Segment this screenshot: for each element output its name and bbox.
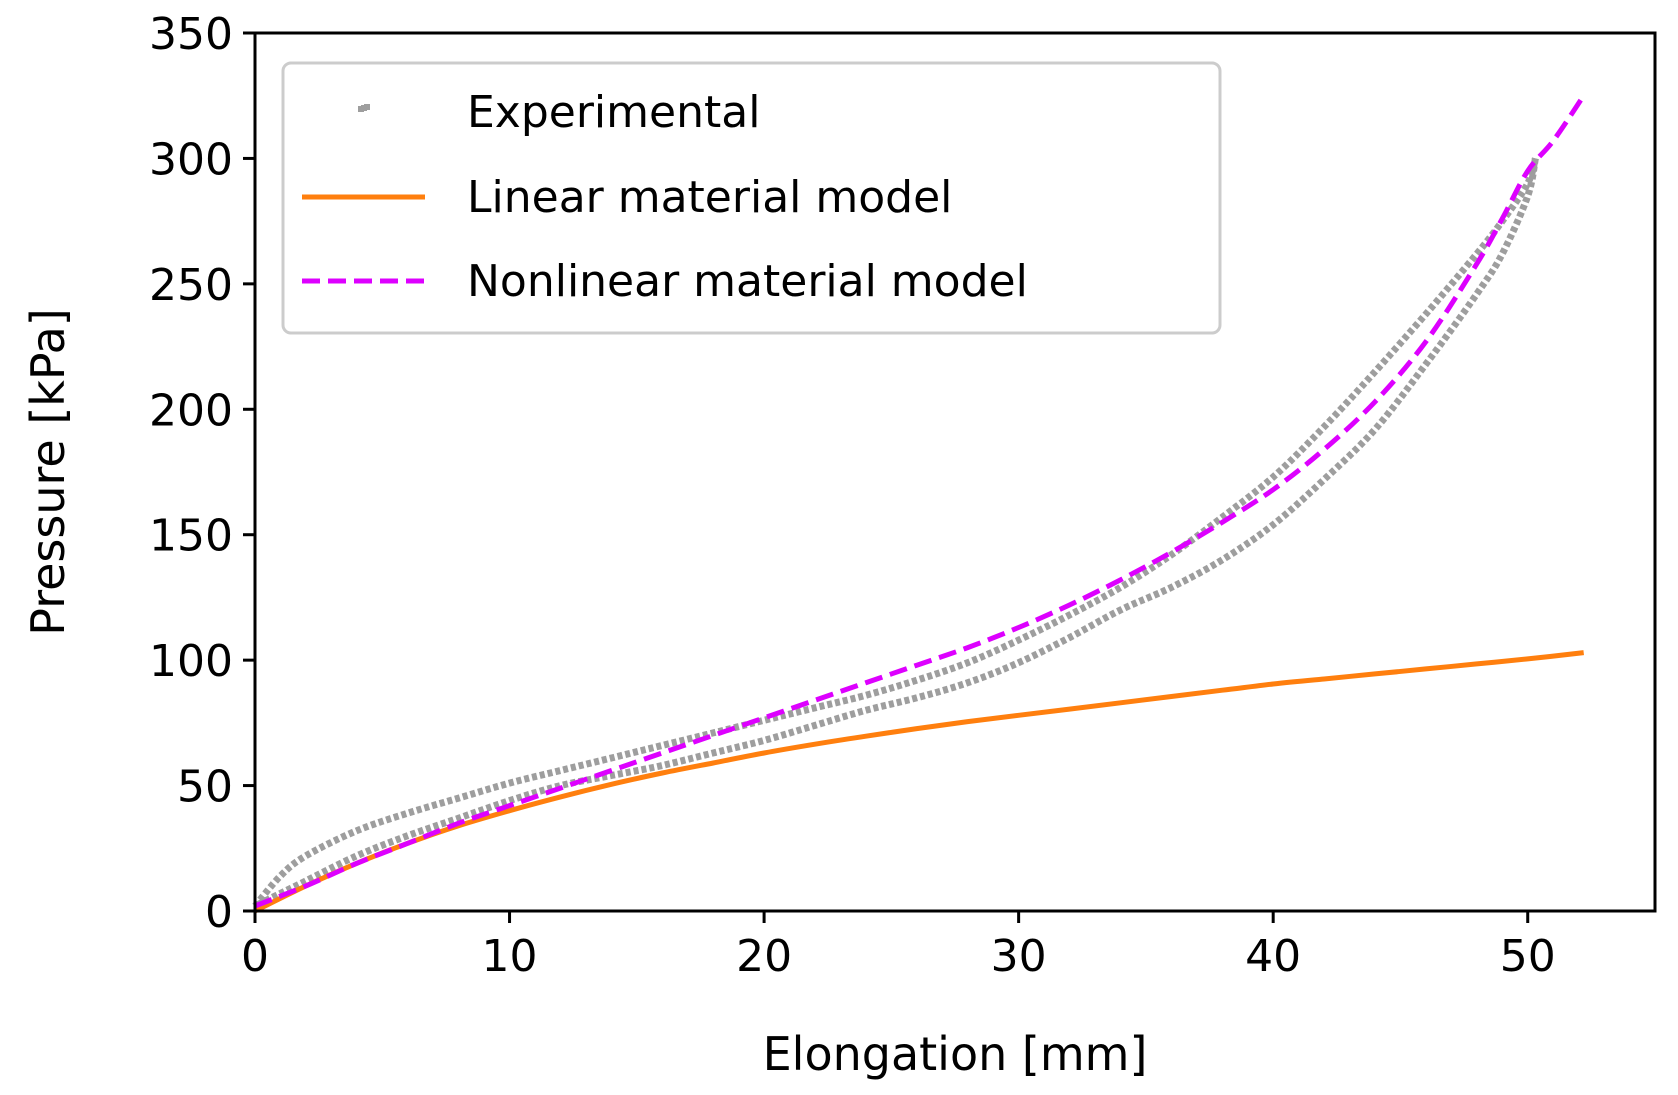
x-axis-ticks: 0 10 20 30 40 50 [241, 911, 1556, 982]
y-tick-label: 350 [149, 9, 233, 60]
legend-entry-linear: Linear material model [302, 172, 952, 223]
y-tick-label: 100 [149, 636, 233, 687]
legend-marker-experimental [358, 104, 370, 112]
x-tick-label: 30 [991, 931, 1047, 982]
legend: Experimental Linear material model Nonli… [281, 61, 1222, 335]
x-tick-label: 50 [1500, 931, 1556, 982]
y-tick-label: 50 [177, 762, 233, 813]
y-tick-label: 300 [149, 134, 233, 185]
x-tick-label: 0 [241, 931, 269, 982]
y-axis-label: Pressure [kPa] [21, 308, 75, 635]
x-tick-label: 40 [1245, 931, 1301, 982]
linear-model-line [253, 650, 1584, 914]
y-tick-label: 150 [149, 511, 233, 562]
y-tick-label: 200 [149, 385, 233, 436]
legend-label-experimental: Experimental [467, 87, 760, 138]
experimental-unloading-curve [253, 157, 1539, 910]
experimental-loading-curve [252, 157, 1539, 909]
x-tick-label: 10 [482, 931, 538, 982]
legend-marker-dot [364, 104, 370, 110]
legend-label-nonlinear: Nonlinear material model [467, 256, 1028, 307]
legend-entry-experimental: Experimental [358, 87, 760, 138]
x-axis-label: Elongation [mm] [763, 1027, 1148, 1081]
y-tick-label: 0 [205, 887, 233, 938]
plot-series [252, 94, 1586, 914]
legend-label-linear: Linear material model [467, 172, 952, 223]
x-tick-label: 20 [736, 931, 792, 982]
legend-entry-nonlinear: Nonlinear material model [302, 256, 1028, 307]
nonlinear-model-line [254, 94, 1586, 909]
y-tick-label: 250 [149, 260, 233, 311]
y-axis-ticks: 0 50 100 150 200 250 300 350 [149, 9, 255, 938]
legend-box [281, 61, 1222, 335]
axes-frame [253, 31, 1657, 913]
